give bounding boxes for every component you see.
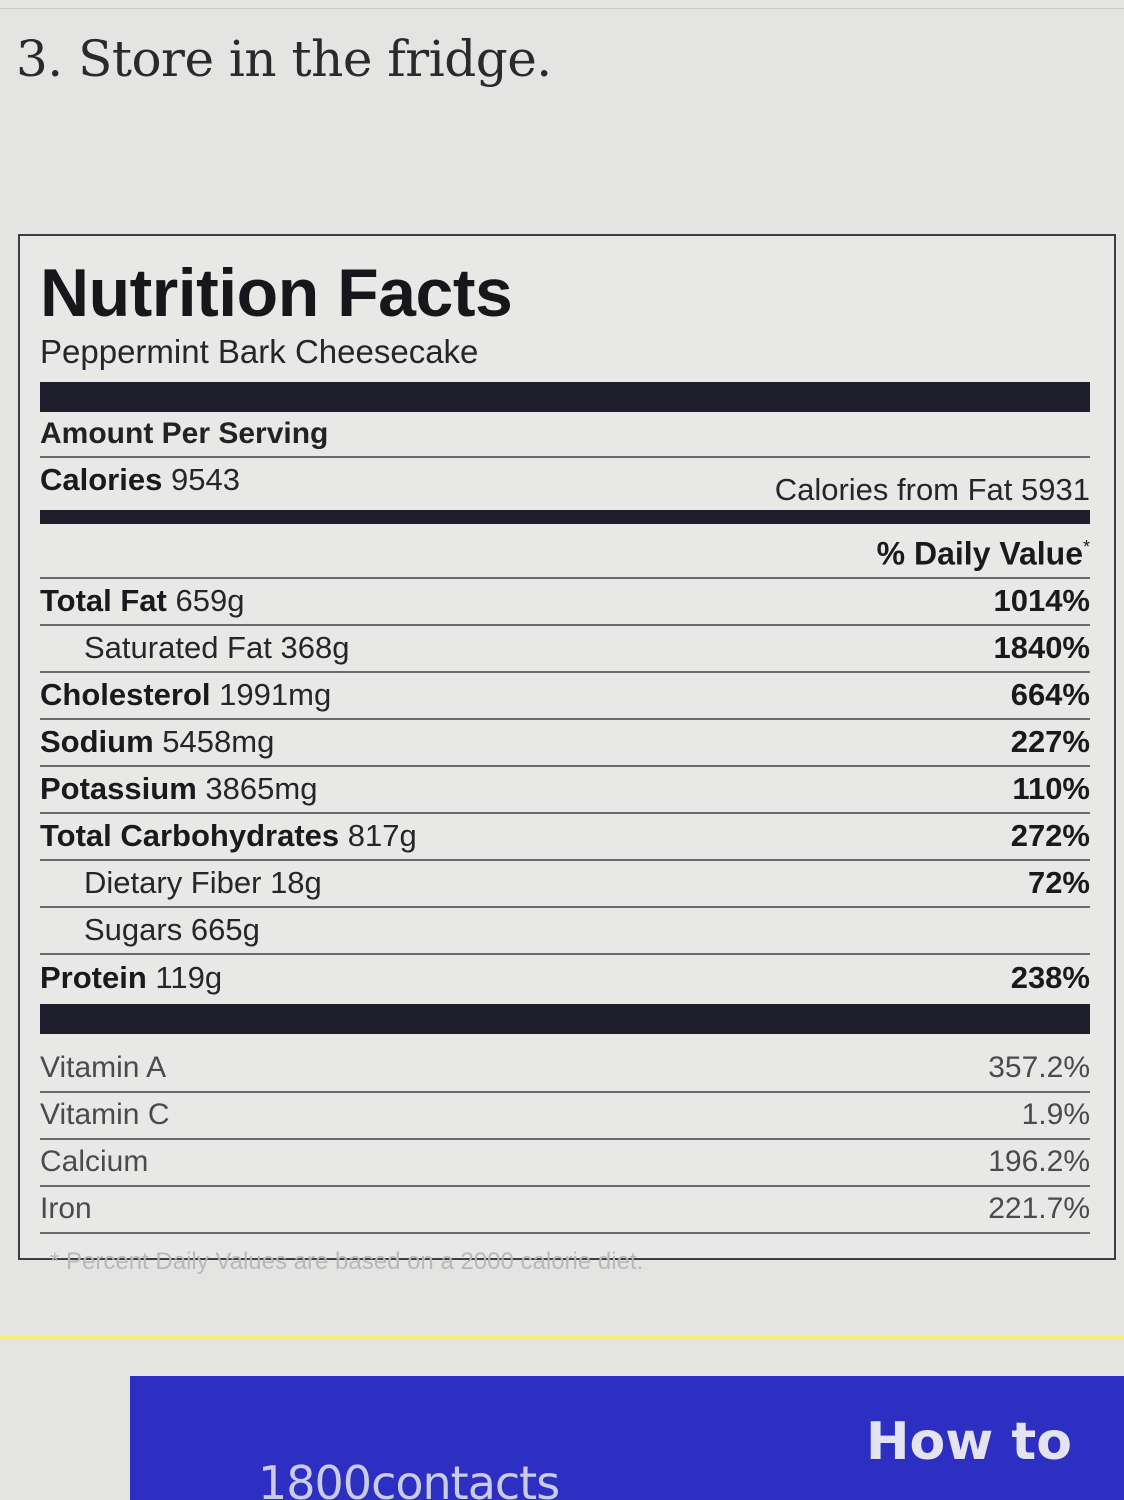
vitamin-row-calcium: Calcium 196.2% [40, 1140, 1090, 1187]
calories-from-fat: Calories from Fat 5931 [774, 472, 1090, 507]
nutrient-label-group: Potassium 3865mg [40, 771, 317, 807]
nutrient-amount: 1991mg [219, 677, 332, 713]
vitamin-daily-value: 196.2% [988, 1145, 1090, 1179]
nutrient-row-potassium: Potassium 3865mg 110% [40, 767, 1090, 814]
nutrient-row-sodium: Sodium 5458mg 227% [40, 720, 1090, 767]
nutrient-daily-value: 272% [1010, 818, 1090, 854]
vitamin-daily-value: 221.7% [988, 1192, 1090, 1226]
nutrient-amount: 119g [155, 960, 223, 996]
top-divider [0, 8, 1124, 9]
vitamin-label: Vitamin C [40, 1098, 170, 1132]
nutrient-label-group: Dietary Fiber 18g [40, 865, 322, 901]
vitamin-label: Calcium [40, 1145, 149, 1179]
medium-divider [40, 510, 1090, 524]
nutrient-daily-value: 110% [1012, 771, 1090, 807]
thick-divider [40, 382, 1090, 412]
nutrient-label: Saturated Fat [84, 630, 272, 666]
nutrient-row-sugars: Sugars 665g [40, 908, 1090, 955]
nutrient-label-group: Sugars 665g [40, 912, 260, 948]
nutrient-row-total-fat: Total Fat 659g 1014% [40, 579, 1090, 626]
nutrition-facts-content: Nutrition Facts Peppermint Bark Cheeseca… [40, 254, 1090, 1276]
nutrient-amount: 368g [280, 630, 350, 666]
nutrient-daily-value: 1840% [993, 630, 1090, 666]
vitamin-daily-value: 357.2% [988, 1051, 1090, 1085]
nutrient-daily-value: 72% [1027, 865, 1090, 901]
calories-group: Calories 9543 [40, 462, 240, 498]
nutrient-label-group: Total Fat 659g [40, 583, 244, 619]
nutrient-label: Sugars [84, 912, 183, 948]
nutrient-row-protein: Protein 119g 238% [40, 955, 1090, 1002]
nutrient-label-group: Protein 119g [40, 960, 222, 996]
nutrient-label-group: Sodium 5458mg [40, 724, 274, 760]
nutrient-label: Dietary Fiber [84, 865, 262, 901]
vitamin-row-iron: Iron 221.7% [40, 1187, 1090, 1234]
nutrient-amount: 659g [175, 583, 245, 619]
calories-value: 9543 [170, 462, 240, 497]
ad-headline[interactable]: How to [866, 1412, 1072, 1472]
nutrient-daily-value: 664% [1010, 677, 1090, 713]
vitamin-row-c: Vitamin C 1.9% [40, 1093, 1090, 1140]
recipe-step-text: 3. Store in the fridge. [16, 30, 552, 88]
daily-value-header-text: % Daily Value [876, 535, 1083, 572]
amount-per-serving-label: Amount Per Serving [40, 412, 1090, 458]
vitamin-label: Vitamin A [40, 1051, 167, 1085]
daily-value-footnote: * Percent Daily Values are based on a 20… [50, 1247, 644, 1275]
nutrient-label: Sodium [40, 724, 154, 760]
nutrient-amount: 817g [347, 818, 417, 854]
nutrient-label: Potassium [40, 771, 197, 807]
nutrient-label-group: Total Carbohydrates 817g [40, 818, 417, 854]
daily-value-header: % Daily Value* [40, 524, 1090, 579]
nutrient-daily-value: 227% [1010, 724, 1090, 760]
nutrient-row-dietary-fiber: Dietary Fiber 18g 72% [40, 861, 1090, 908]
vitamin-row-a: Vitamin A 357.2% [40, 1046, 1090, 1093]
advertisement-banner[interactable]: 1800contacts How to [130, 1376, 1124, 1500]
vitamin-daily-value: 1.9% [1021, 1098, 1090, 1132]
daily-value-marker: * [1082, 537, 1090, 557]
nutrition-title: Nutrition Facts [40, 255, 513, 331]
nutrient-row-cholesterol: Cholesterol 1991mg 664% [40, 673, 1090, 720]
nutrient-label: Protein [40, 960, 147, 996]
nutrient-label-group: Cholesterol 1991mg [40, 677, 331, 713]
recipe-name: Peppermint Bark Cheesecake [40, 333, 479, 370]
calories-label: Calories [40, 462, 163, 497]
vitamins-section: Vitamin A 357.2% Vitamin C 1.9% Calcium … [40, 1046, 1090, 1234]
nutrient-daily-value: 238% [1010, 960, 1090, 996]
advertiser-logo[interactable]: 1800contacts [258, 1456, 560, 1500]
section-divider [0, 1336, 1124, 1339]
vitamin-label: Iron [40, 1192, 92, 1226]
nutrient-amount: 5458mg [162, 724, 275, 760]
nutrient-row-saturated-fat: Saturated Fat 368g 1840% [40, 626, 1090, 673]
nutrient-amount: 665g [190, 912, 260, 948]
nutrient-label: Total Carbohydrates [40, 818, 340, 854]
nutrition-facts-panel: Nutrition Facts Peppermint Bark Cheeseca… [18, 234, 1116, 1275]
nutrient-label-group: Saturated Fat 368g [40, 630, 349, 666]
calories-row: Calories 9543 Calories from Fat 5931 [40, 458, 1090, 510]
nutrient-label: Total Fat [40, 583, 167, 619]
thick-divider [40, 1003, 1090, 1034]
nutrient-amount: 18g [270, 865, 322, 901]
nutrient-amount: 3865mg [205, 771, 318, 807]
nutrient-row-total-carbohydrates: Total Carbohydrates 817g 272% [40, 814, 1090, 861]
nutrient-label: Cholesterol [40, 677, 211, 713]
nutrient-daily-value: 1014% [993, 583, 1090, 619]
